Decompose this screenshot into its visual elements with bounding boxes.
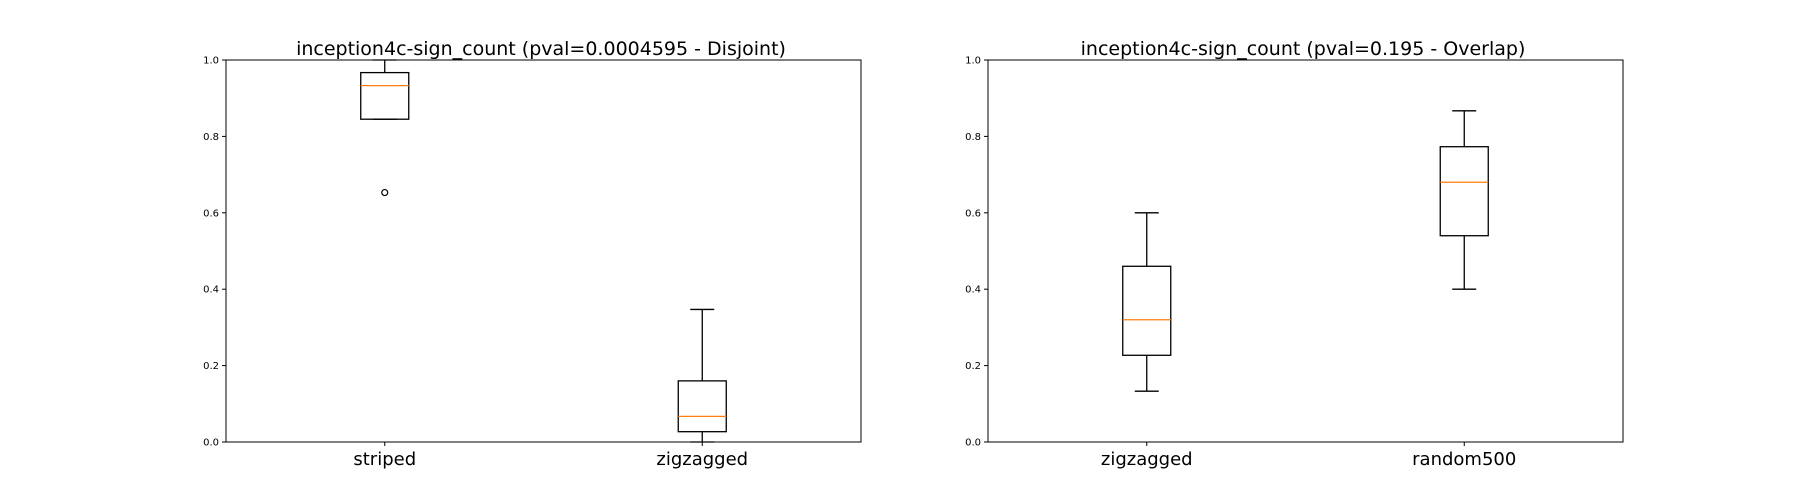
y-tick-label-left: 0.0 [203, 438, 219, 449]
boxplot-right: inception4c-sign_count (pval=0.195 - Ove… [965, 38, 1624, 470]
x-tick-label-striped: striped [353, 449, 416, 470]
y-axis-left: 0.0 0.2 0.4 0.6 0.8 1.0 [203, 56, 226, 449]
y-tick-label-left: 1.0 [203, 56, 219, 67]
plot-area-left [225, 59, 862, 443]
iqr-box [1122, 265, 1172, 356]
box-zigzagged-left [677, 308, 727, 443]
y-tick-label-right: 0.2 [965, 361, 981, 372]
iqr-box [677, 380, 727, 433]
x-axis-left: striped zigzagged [353, 442, 748, 470]
chart-title-left: inception4c-sign_count (pval=0.0004595 -… [296, 38, 786, 60]
box-random500-right [1439, 110, 1489, 290]
x-tick-label-zigzagged: zigzagged [1101, 449, 1193, 470]
outlier-point [381, 188, 389, 197]
y-tick-label-right: 0.0 [965, 438, 981, 449]
boxes-left [360, 59, 727, 443]
boxes-right [1122, 110, 1489, 392]
y-tick-label-left: 0.4 [203, 285, 219, 296]
y-tick-label-left: 0.6 [203, 208, 219, 219]
y-tick-label-right: 1.0 [965, 56, 981, 67]
y-tick-label-left: 0.2 [203, 361, 219, 372]
x-tick-label-random500: random500 [1412, 449, 1516, 470]
box-zigzagged-right [1122, 212, 1172, 392]
plot-area-right [987, 59, 1624, 443]
iqr-box [1439, 146, 1489, 237]
box-striped-left [360, 59, 410, 197]
x-axis-right: zigzagged random500 [1101, 442, 1516, 470]
boxplot-left: inception4c-sign_count (pval=0.0004595 -… [203, 38, 862, 470]
y-axis-right: 0.0 0.2 0.4 0.6 0.8 1.0 [965, 56, 988, 449]
y-tick-label-left: 0.8 [203, 132, 219, 143]
x-tick-label-zigzagged: zigzagged [656, 449, 748, 470]
y-tick-label-right: 0.8 [965, 132, 981, 143]
y-tick-label-right: 0.4 [965, 285, 981, 296]
chart-title-right: inception4c-sign_count (pval=0.195 - Ove… [1081, 38, 1526, 60]
y-tick-label-right: 0.6 [965, 208, 981, 219]
iqr-box [360, 71, 410, 120]
